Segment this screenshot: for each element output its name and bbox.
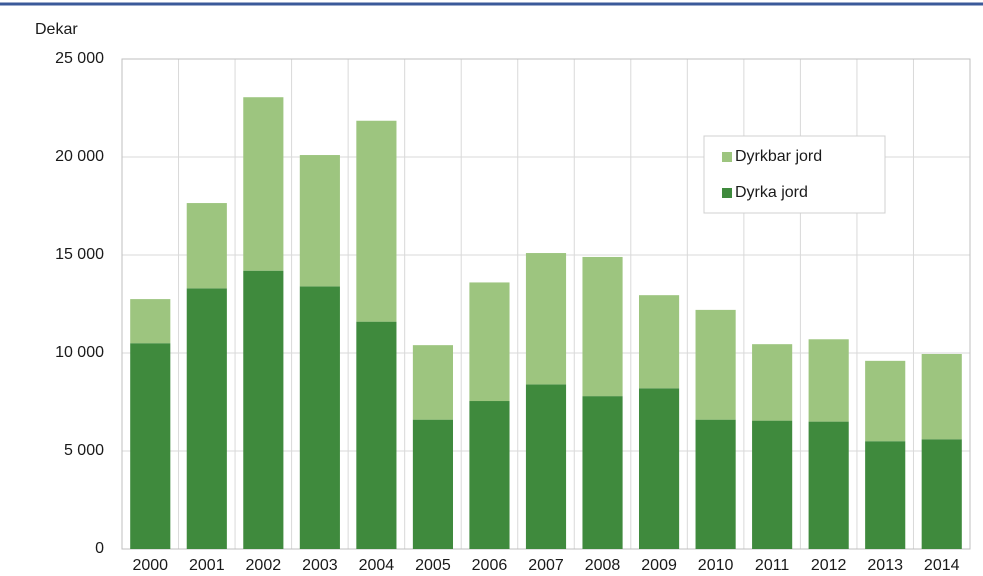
bar-segment <box>469 401 510 549</box>
bar-segment <box>356 120 397 322</box>
bar-segment <box>808 421 849 549</box>
y-tick-label: 0 <box>95 540 104 557</box>
x-tick-label: 2008 <box>585 557 621 574</box>
bar-segment <box>695 419 736 549</box>
bar-segment <box>865 441 906 549</box>
bar-segment <box>356 321 397 549</box>
x-tick-label: 2006 <box>472 557 508 574</box>
bar-segment <box>243 270 284 549</box>
bar-segment <box>921 353 962 440</box>
bar-segment <box>582 256 623 397</box>
x-tick-label: 2012 <box>811 557 847 574</box>
bar-segment <box>525 253 567 385</box>
x-tick-label: 2004 <box>359 557 395 574</box>
bar-segment <box>921 439 962 549</box>
y-axis-label: Dekar <box>35 21 78 38</box>
bar-segment <box>186 203 227 289</box>
bar-segment <box>243 97 284 271</box>
x-tick-label: 2010 <box>698 557 734 574</box>
bar-segment <box>525 384 567 549</box>
bar-segment <box>695 309 736 420</box>
x-tick-label: 2007 <box>528 557 564 574</box>
bar-segment <box>865 360 906 442</box>
y-tick-label: 20 000 <box>55 148 104 165</box>
x-tick-label: 2000 <box>132 557 168 574</box>
bar-segment <box>412 345 454 420</box>
y-tick-label: 25 000 <box>55 50 104 67</box>
x-tick-label: 2011 <box>755 557 790 574</box>
x-tick-label: 2005 <box>415 557 451 574</box>
y-tick-label: 5 000 <box>64 442 104 459</box>
legend-swatch <box>722 188 732 198</box>
bar-segment <box>638 295 680 389</box>
bar-segment <box>752 420 793 549</box>
bar-segment <box>130 343 171 549</box>
bar-segment <box>582 396 623 549</box>
legend-box <box>703 135 886 214</box>
x-tick-label: 2001 <box>189 557 225 574</box>
x-tick-label: 2002 <box>246 557 282 574</box>
bar-segment <box>412 419 454 549</box>
legend-label: Dyrka jord <box>735 184 808 201</box>
bar-segment <box>299 155 340 287</box>
bar-segment <box>130 299 171 344</box>
bar-segment <box>808 339 849 422</box>
bar-segment <box>638 388 680 549</box>
legend-swatch <box>722 152 732 162</box>
bar-segment <box>469 282 510 402</box>
x-tick-label: 2003 <box>302 557 338 574</box>
y-tick-label: 15 000 <box>55 246 104 263</box>
legend-label: Dyrkbar jord <box>735 148 822 165</box>
x-tick-label: 2009 <box>641 557 677 574</box>
bar-segment <box>752 344 793 421</box>
y-tick-label: 10 000 <box>55 344 104 361</box>
x-tick-label: 2013 <box>867 557 903 574</box>
bar-segment <box>299 286 340 549</box>
x-tick-label: 2014 <box>924 557 960 574</box>
bar-segment <box>186 288 227 549</box>
